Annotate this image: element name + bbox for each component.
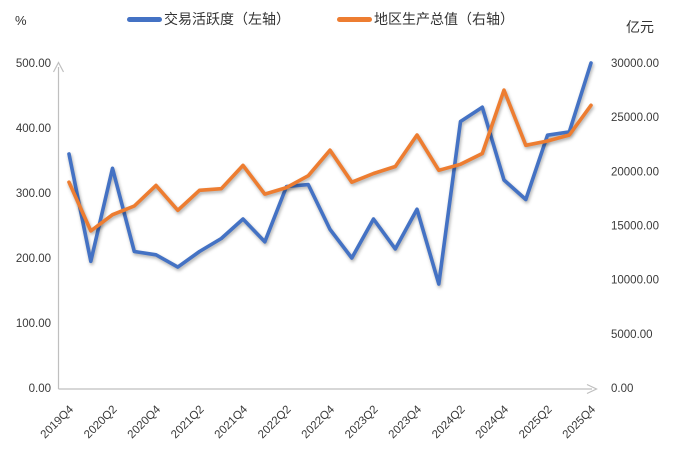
right-axis-tick-label: 0.00 <box>611 383 633 395</box>
x-axis-tick-label: 2022Q4 <box>300 403 338 441</box>
right-axis-tick-label: 25000.00 <box>611 112 659 124</box>
chart-legend: 交易活跃度（左轴） 地区生产总值（右轴） <box>0 0 676 34</box>
right-axis-unit-label: 亿元 <box>626 19 654 35</box>
right-axis-tick-label: 15000.00 <box>611 221 659 233</box>
left-axis-tick-label: 400.00 <box>16 123 51 135</box>
right-axis-tick-label: 5000.00 <box>611 329 653 341</box>
x-axis-tick-label: 2019Q4 <box>39 403 77 441</box>
x-axis-tick-label: 2022Q2 <box>256 404 293 441</box>
x-axis-tick-label: 2021Q2 <box>169 404 206 441</box>
left-axis-tick-label: 0.00 <box>29 383 51 395</box>
left-axis-tick-label: 500.00 <box>16 58 51 70</box>
left-axis-tick-label: 300.00 <box>16 188 51 200</box>
legend-item-gdp: 地区生产总值（右轴） <box>337 11 514 27</box>
left-axis-unit-label: % <box>15 13 27 28</box>
left-axis-tick-label: 200.00 <box>16 253 51 265</box>
x-axis-tick-label: 2020Q4 <box>126 403 164 441</box>
legend-label-gdp: 地区生产总值（右轴） <box>374 11 514 27</box>
x-axis-tick-label: 2025Q4 <box>561 403 599 441</box>
right-axis-tick-label: 10000.00 <box>611 275 659 287</box>
legend-item-trading-activity: 交易活跃度（左轴） <box>127 11 290 27</box>
x-axis-tick-label: 2024Q4 <box>474 403 512 441</box>
legend-swatch-gdp <box>337 16 372 22</box>
x-axis-tick-label: 2023Q2 <box>343 404 380 441</box>
x-axis-tick-label: 2024Q2 <box>430 404 467 441</box>
legend-swatch-trading-activity <box>127 16 162 22</box>
series-line-1 <box>67 88 593 233</box>
x-axis-tick-label: 2021Q4 <box>213 403 251 441</box>
right-axis-tick-label: 30000.00 <box>611 58 659 70</box>
x-axis-tick-label: 2023Q4 <box>387 403 425 441</box>
right-axis-tick-label: 20000.00 <box>611 166 659 178</box>
x-axis-arrow-icon <box>586 383 598 395</box>
series-line-0 <box>67 61 593 286</box>
x-axis-tick-label: 2020Q2 <box>82 404 119 441</box>
left-axis-tick-label: 100.00 <box>16 318 51 330</box>
legend-label-trading-activity: 交易活跃度（左轴） <box>164 11 290 27</box>
y-axis-arrow-icon <box>52 61 65 73</box>
x-axis-tick-label: 2025Q2 <box>517 404 554 441</box>
